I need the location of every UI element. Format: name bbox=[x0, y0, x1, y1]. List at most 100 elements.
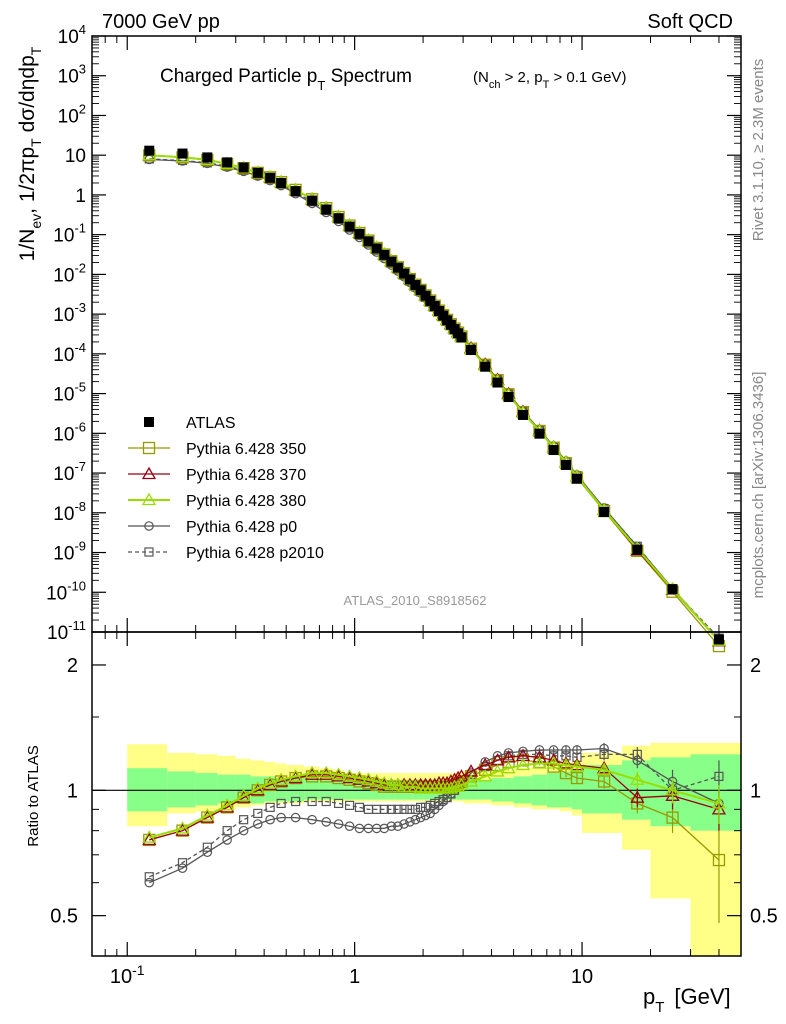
ratio-series-point bbox=[220, 798, 235, 811]
ratio-series-point bbox=[361, 772, 376, 785]
atlas-data-point bbox=[399, 268, 410, 279]
atlas-data-point bbox=[713, 634, 724, 645]
ratio-series-point bbox=[265, 814, 275, 825]
ratio-series-point bbox=[450, 770, 466, 784]
ratio-series-point bbox=[390, 777, 406, 791]
ratio-series-point bbox=[253, 808, 263, 819]
legend-entry: Pythia 6.428 350 bbox=[128, 441, 306, 458]
ratio-series-point bbox=[239, 815, 249, 825]
ratio-series-point bbox=[546, 756, 561, 769]
legend: ATLAS Pythia 6.428 350 Pythia 6.428 370 Pyt… bbox=[128, 415, 324, 562]
ratio-series-point bbox=[405, 804, 415, 814]
ratio-series-point bbox=[290, 796, 301, 807]
atlas-data-point bbox=[392, 262, 403, 273]
atlas-data-point bbox=[307, 195, 318, 206]
header-left: 7000 GeV pp bbox=[102, 11, 220, 33]
legend-entry: Pythia 6.428 370 bbox=[128, 466, 306, 484]
ratio-y-axis-title: Ratio to ATLAS bbox=[25, 745, 42, 846]
ratio-plot-frame bbox=[91, 631, 742, 957]
atlas-data-point bbox=[252, 167, 263, 178]
ratio-series-point bbox=[276, 812, 286, 823]
atlas-data-point bbox=[571, 473, 582, 484]
x-tick-label: 1 bbox=[349, 966, 360, 988]
ratio-inner-band-bin bbox=[319, 779, 333, 800]
y-tick-label: 10-3 bbox=[53, 300, 86, 326]
legend-entry: Pythia 6.428 380 bbox=[128, 492, 306, 510]
main-plot-panel: 10-1110-1010-910-810-710-610-510-410-310… bbox=[46, 22, 742, 653]
ratio-series-point bbox=[410, 804, 420, 814]
atlas-data-point bbox=[333, 213, 344, 224]
ratio-series-point bbox=[142, 832, 157, 846]
ratio-series-point bbox=[532, 756, 547, 769]
atlas-data-point bbox=[466, 345, 477, 356]
ratio-series-point bbox=[570, 771, 584, 785]
atlas-data-point bbox=[238, 162, 249, 173]
ratio-series-point bbox=[273, 772, 289, 785]
ratio-y-tick-label-left: 1 bbox=[67, 780, 78, 802]
atlas-data-point bbox=[410, 280, 421, 291]
atlas-data-point bbox=[599, 506, 610, 517]
ratio-series-point bbox=[630, 772, 645, 785]
main-plot-frame bbox=[91, 35, 742, 633]
ratio-inner-band-bin bbox=[478, 779, 492, 800]
y-tick-label: 102 bbox=[58, 101, 86, 127]
ratio-inner-band-bin bbox=[304, 778, 320, 800]
legend-label: Pythia 6.428 p2010 bbox=[186, 545, 324, 562]
ratio-series-point bbox=[399, 819, 409, 829]
ratio-series-line bbox=[149, 753, 720, 878]
ratio-series-point bbox=[276, 798, 286, 809]
atlas-data-point bbox=[480, 361, 491, 372]
ratio-series-point bbox=[344, 800, 355, 810]
atlas-data-point bbox=[456, 332, 467, 343]
ratio-inner-band-bin bbox=[690, 754, 741, 831]
ratio-series-point bbox=[369, 774, 384, 787]
ratio-series-point bbox=[288, 769, 303, 782]
ratio-series-point bbox=[354, 802, 365, 812]
ratio-series-point bbox=[666, 811, 679, 824]
atlas-data-point bbox=[354, 228, 365, 239]
ratio-series-point bbox=[371, 823, 382, 834]
legend-entry: Pythia 6.428 p0 bbox=[128, 519, 297, 536]
ratio-series-point bbox=[238, 825, 249, 836]
ratio-y-tick-label-right: 0.5 bbox=[750, 906, 778, 928]
main-series-line bbox=[149, 154, 720, 642]
atlas-data-point bbox=[371, 243, 382, 254]
ratio-series-point bbox=[711, 796, 727, 809]
x-axis-title-text: pT [GeV] bbox=[643, 984, 731, 1016]
y-tick-label: 103 bbox=[58, 62, 86, 88]
ratio-series-point bbox=[252, 819, 263, 829]
y-tick-label: 10 bbox=[65, 146, 86, 167]
legend-marker bbox=[141, 466, 157, 480]
ratio-series-point bbox=[386, 804, 396, 814]
atlas-data-point bbox=[404, 274, 415, 285]
rivet-label: Rivet 3.1.10, ≥ 2.3M events bbox=[750, 59, 767, 242]
plot-title-main: Charged Particle pT Spectrum bbox=[160, 66, 412, 93]
ratio-series-point bbox=[202, 842, 212, 852]
ratio-series-line bbox=[149, 762, 720, 839]
ratio-series-point bbox=[236, 788, 251, 801]
legend-entry: Pythia 6.428 p2010 bbox=[128, 545, 324, 562]
ratio-series-point bbox=[630, 790, 645, 803]
ratio-series-point bbox=[175, 821, 190, 834]
ratio-series-point bbox=[393, 804, 403, 814]
ratio-series-point bbox=[177, 863, 188, 874]
ratio-series-point bbox=[344, 821, 355, 831]
legend-atlas-marker bbox=[144, 417, 154, 427]
ratio-inner-band-bin bbox=[217, 774, 236, 804]
ratio-series-point bbox=[263, 775, 278, 789]
ratio-plot-panel: 10-1 1 10 0.5 0.5 1 1 2 2 bbox=[50, 631, 778, 988]
ratio-series-point bbox=[454, 777, 469, 791]
ratio-series-point bbox=[399, 804, 409, 814]
upper-y-axis-title-text: 1/Nev, 1/2πpT dσ/dηdpT bbox=[16, 46, 44, 261]
ratio-series-point bbox=[665, 782, 680, 796]
atlas-data-point bbox=[321, 204, 332, 215]
ratio-series-point bbox=[447, 772, 462, 785]
ratio-series-point bbox=[561, 745, 571, 755]
atlas-data-point bbox=[632, 544, 643, 555]
ratio-series-point bbox=[515, 757, 531, 771]
legend-label: ATLAS bbox=[186, 415, 236, 432]
atlas-data-point bbox=[560, 459, 571, 470]
atlas-data-point bbox=[276, 177, 287, 188]
atlas-data-point bbox=[503, 392, 514, 403]
ratio-series-point bbox=[572, 745, 582, 755]
